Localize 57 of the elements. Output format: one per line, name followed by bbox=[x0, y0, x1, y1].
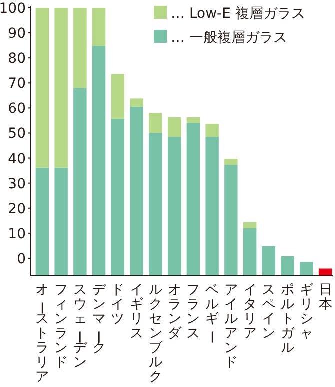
legend0: … Low-E 複層ガラス bbox=[171, 6, 306, 22]
ytick3: 30 bbox=[8, 176, 26, 192]
bar bbox=[224, 165, 238, 276]
ytick9: 90 bbox=[8, 26, 26, 42]
bar bbox=[54, 8, 68, 168]
bar bbox=[111, 118, 125, 276]
bar bbox=[318, 268, 332, 276]
xcat6: ルクセンブルク bbox=[148, 282, 163, 385]
bar bbox=[224, 159, 238, 166]
bar bbox=[243, 222, 257, 228]
xcat12: スペイン bbox=[262, 282, 276, 342]
xcat2: スウェーデン bbox=[71, 282, 88, 370]
bar bbox=[168, 117, 182, 137]
xcat8: フランス bbox=[186, 282, 201, 342]
bar bbox=[300, 262, 314, 276]
ytick8: 80 bbox=[8, 51, 26, 68]
xcat1: フィンランド bbox=[54, 282, 69, 370]
xcat0: オーストラリア bbox=[33, 282, 50, 385]
bar bbox=[149, 132, 162, 276]
bar bbox=[111, 74, 125, 119]
ytick6: 60 bbox=[8, 101, 26, 118]
ytick1: 10 bbox=[8, 226, 26, 242]
xcat15: 日本 bbox=[318, 282, 333, 312]
xcat11: イタリア bbox=[243, 282, 258, 342]
bar bbox=[281, 256, 294, 276]
bar bbox=[36, 168, 50, 276]
bar bbox=[74, 8, 87, 88]
bar bbox=[130, 106, 144, 276]
bar bbox=[36, 8, 50, 168]
ytick5: 50 bbox=[8, 126, 26, 142]
xcat9: ベルギー bbox=[203, 282, 220, 344]
bar bbox=[74, 88, 87, 276]
xcat13: ポルトガル bbox=[281, 282, 296, 356]
bar bbox=[243, 228, 257, 276]
bar bbox=[206, 136, 219, 276]
ytick0: 0 bbox=[17, 251, 26, 268]
bar bbox=[206, 124, 219, 137]
bar bbox=[92, 8, 106, 46]
xcat4: ドイツ bbox=[111, 282, 126, 327]
bar bbox=[54, 168, 68, 276]
xcat7: オランダ bbox=[168, 282, 182, 342]
bar bbox=[186, 117, 200, 124]
xcat10: アイルアンド bbox=[224, 282, 238, 370]
ytick10: 100 bbox=[0, 1, 26, 17]
bar bbox=[92, 46, 106, 276]
xcat14: ギリシャ bbox=[300, 282, 314, 342]
ytick7: 70 bbox=[8, 76, 26, 92]
bar bbox=[262, 246, 276, 276]
bar bbox=[186, 123, 200, 276]
ytick4: 40 bbox=[8, 151, 26, 168]
bar bbox=[130, 98, 144, 107]
ytick2: 20 bbox=[8, 201, 26, 218]
xcat5: イギリス bbox=[130, 282, 144, 342]
legend1: … 一般複層ガラス bbox=[171, 30, 288, 46]
xcat3: デンマーク bbox=[90, 282, 106, 356]
bar bbox=[168, 136, 182, 276]
bar bbox=[149, 113, 162, 133]
